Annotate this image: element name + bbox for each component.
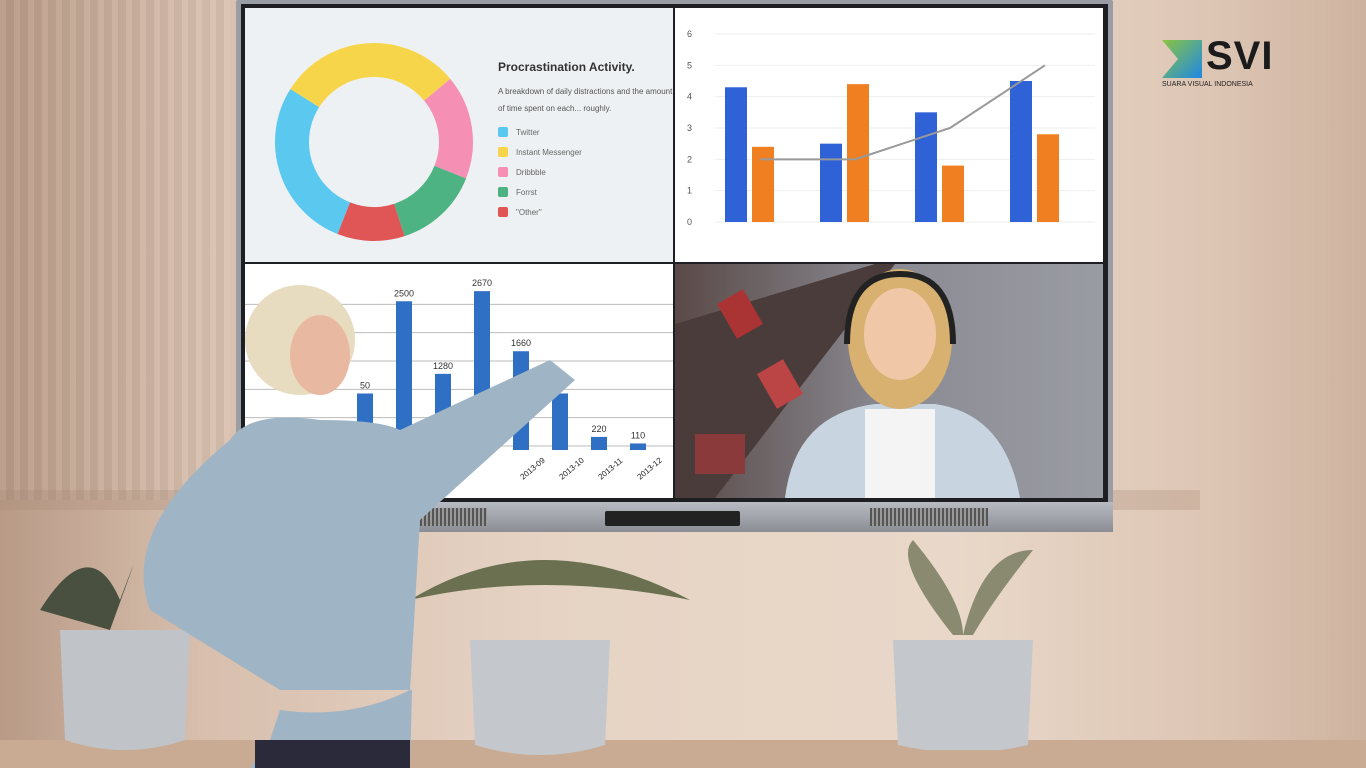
- bar: [552, 393, 568, 450]
- chart-title: Procrastination Activity.: [498, 60, 635, 74]
- bar: [942, 165, 964, 222]
- floor: [0, 740, 1366, 768]
- bar: [725, 87, 747, 223]
- bar: [1037, 134, 1059, 222]
- donut-slice: [337, 202, 405, 241]
- legend-item: Forrst: [498, 182, 582, 202]
- bar: [752, 146, 774, 222]
- legend-item: Twitter: [498, 122, 582, 142]
- legend-swatch: [498, 207, 508, 217]
- display-control-panel: [605, 511, 740, 526]
- logo-text: SVI: [1206, 34, 1274, 78]
- donut-chart: [275, 43, 473, 241]
- bar: [630, 443, 646, 450]
- bar: [396, 301, 412, 450]
- potted-plant: [893, 540, 1033, 750]
- logo-subtitle: SUARA VISUAL INDONESIA: [1162, 81, 1253, 88]
- legend-label: Instant Messenger: [516, 147, 582, 157]
- donut-slice: [393, 165, 467, 237]
- legend-item: "Other": [498, 202, 582, 222]
- wall-curtain: [0, 0, 230, 500]
- bar-value-label: 1280: [433, 361, 453, 371]
- legend-label: "Other": [516, 207, 542, 217]
- bar-value-label: 220: [591, 424, 606, 434]
- plants-and-presenter: [40, 285, 690, 768]
- y-tick-label: 2: [687, 154, 692, 164]
- bar: [915, 112, 937, 222]
- legend-swatch: [498, 167, 508, 177]
- chart-description: A breakdown of daily distractions and th…: [498, 87, 673, 113]
- bar-value-label: 2500: [394, 288, 414, 298]
- grouped-bar-chart: 0 1 2 3 4 5 6: [687, 29, 1095, 227]
- legend-swatch: [498, 187, 508, 197]
- logo-mark: [1162, 40, 1202, 78]
- y-tick-label: 6: [687, 29, 692, 39]
- donut-slice: [290, 43, 451, 108]
- y-tick-label: 0: [687, 217, 692, 227]
- bar-value-label: 1660: [511, 338, 531, 348]
- bar-value-label: 110: [631, 430, 645, 440]
- donut-slice: [423, 78, 473, 179]
- bar: [1010, 81, 1032, 222]
- legend-label: Twitter: [516, 127, 540, 137]
- legend-label: Forrst: [516, 187, 537, 197]
- legend-label: Dribbble: [516, 167, 546, 177]
- legend-item: Instant Messenger: [498, 142, 582, 162]
- y-tick-label: 4: [687, 92, 692, 102]
- svi-logo: SVI SUARA VISUAL INDONESIA: [1162, 34, 1277, 90]
- bar: [591, 436, 607, 450]
- y-tick-label: 3: [687, 123, 692, 133]
- chart-legend: Twitter Instant Messenger Dribbble Forrst "O…: [498, 122, 582, 222]
- legend-swatch: [498, 147, 508, 157]
- video-call-person: [675, 264, 1020, 498]
- bar: [847, 84, 869, 222]
- y-tick-label: 5: [687, 60, 692, 70]
- grouped-bar-chart-panel: 0 1 2 3 4 5 6: [675, 8, 1103, 262]
- legend-item: Dribbble: [498, 162, 582, 182]
- bar-value-label: 2670: [472, 278, 492, 288]
- bar: [820, 143, 842, 222]
- donut-slice: [275, 88, 351, 235]
- y-tick-label: 1: [687, 186, 692, 196]
- video-call-panel: [675, 264, 1103, 498]
- legend-swatch: [498, 127, 508, 137]
- speaker-grill: [870, 508, 988, 526]
- donut-chart-panel: [245, 8, 673, 262]
- trend-line: [760, 64, 1046, 161]
- bar-value-label: 50: [360, 380, 370, 390]
